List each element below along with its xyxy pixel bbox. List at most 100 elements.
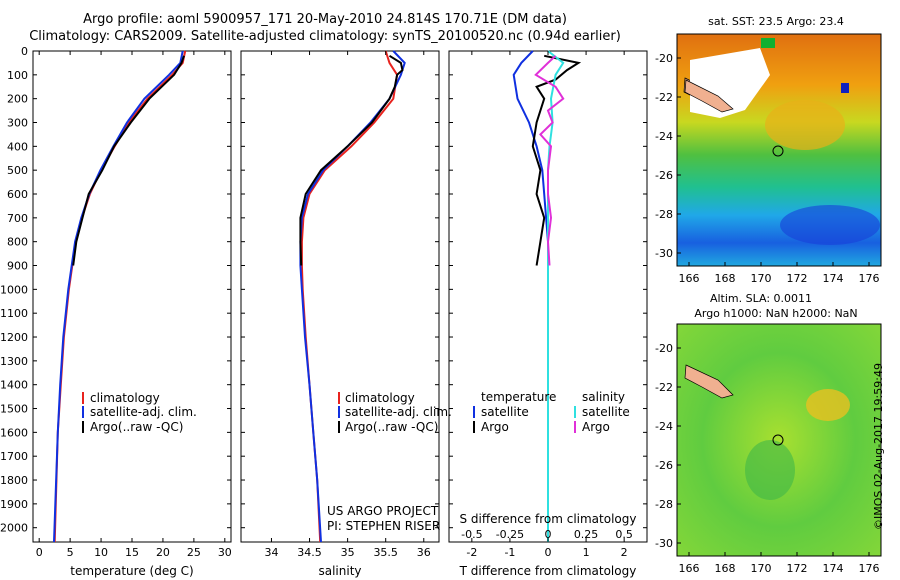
series-line-satellite-adj-clim- xyxy=(53,50,184,543)
sst-map-frame xyxy=(676,33,882,267)
map-lat-tick-label: -26 xyxy=(655,169,673,182)
legend-label-climatology: climatology xyxy=(345,391,415,405)
mask-patch xyxy=(761,38,775,48)
depth-tick-label: 600 xyxy=(7,188,28,201)
sla-map-frame xyxy=(676,323,882,557)
map-lon-tick-label: 172 xyxy=(787,562,808,575)
chart-title-line1: Argo profile: aoml 5900957_171 20-May-20… xyxy=(83,12,567,27)
depth-tick-label: 500 xyxy=(7,164,28,177)
depth-tick-label: 1900 xyxy=(0,498,28,511)
s-diff-tick-label: 0 xyxy=(545,528,552,541)
depth-tick-label: 300 xyxy=(7,117,28,130)
series-line-temperature-satellite xyxy=(512,50,549,542)
map-lon-tick-label: 176 xyxy=(859,272,880,285)
map-lon-tick-label: 172 xyxy=(787,272,808,285)
map-lat-tick-label: -22 xyxy=(655,91,673,104)
depth-tick-label: 0 xyxy=(21,45,28,58)
depth-tick-label: 1200 xyxy=(0,331,28,344)
s-diff-tick-label: -0.5 xyxy=(461,528,482,541)
map-lat-tick-label: -24 xyxy=(655,420,673,433)
x-tick-labels: 0 5 10 15 20 25 30 34 34.5 35 35.5 36 -2 -1 0 1 2 xyxy=(36,51,628,559)
x-tick-label: 1 xyxy=(583,546,590,559)
series-line-satellite-adj-clim- xyxy=(299,50,406,543)
map-lat-tick-label: -22 xyxy=(655,381,673,394)
temperature-series-group xyxy=(53,50,187,543)
map-lat-tick-label: -26 xyxy=(655,459,673,472)
x-tick-label: 0 xyxy=(545,546,552,559)
legend-label-climatology: climatology xyxy=(90,391,160,405)
salinity-series-group xyxy=(299,50,406,543)
series-line-climatology xyxy=(53,50,187,543)
map-lon-tick-label: 174 xyxy=(823,562,844,575)
diff-xlabel-t: T difference from climatology xyxy=(459,564,637,578)
x-tick-label: 5 xyxy=(67,546,74,559)
legend-title-temperature: temperature xyxy=(481,390,556,404)
x-tick-label: 25 xyxy=(187,546,201,559)
sla-map xyxy=(676,323,882,557)
depth-tick-label: 1100 xyxy=(0,307,28,320)
depth-tick-label: 800 xyxy=(7,236,28,249)
land-mass xyxy=(684,79,734,113)
x-tick-label: -1 xyxy=(504,546,515,559)
map-lon-tick-label: 166 xyxy=(679,272,700,285)
legend-label-s-satellite: satellite xyxy=(582,405,630,419)
map-lon-tick-label: 170 xyxy=(751,562,772,575)
legend-label-s-argo: Argo xyxy=(582,420,610,434)
salinity-legend: climatology satellite-adj. clim. Argo(..… xyxy=(338,391,452,434)
salinity-panel-frame xyxy=(240,50,440,543)
map-lat-tick-label: -30 xyxy=(655,537,673,550)
sla-map-title-line1: Altim. SLA: 0.0011 xyxy=(710,292,812,305)
map-lat-tick-label: -24 xyxy=(655,130,673,143)
depth-tick-label: 1000 xyxy=(0,283,28,296)
sla-map-ticks: 166 168 170 172 174 176 -20 -22 -24 -26 -28 -30 xyxy=(655,342,879,575)
x-tick-label: 20 xyxy=(156,546,170,559)
sst-warm-patch xyxy=(765,100,845,150)
depth-tick-label: 1500 xyxy=(0,403,28,416)
difference-series-group xyxy=(512,50,582,542)
x-tick-label: 34 xyxy=(264,546,278,559)
series-line-argo-raw-qc- xyxy=(72,55,185,266)
sst-map-ticks: 166 168 170 172 174 176 -20 -22 -24 -26 -28 -30 xyxy=(655,52,879,285)
x-tick-label: 2 xyxy=(621,546,628,559)
sla-map-title-line2: Argo h1000: NaN h2000: NaN xyxy=(694,307,857,320)
mask-patch xyxy=(841,83,849,93)
difference-legend: temperature salinity satellite Argo sate… xyxy=(473,390,630,434)
argo-position-marker xyxy=(772,434,784,446)
legend-label-satellite: satellite-adj. clim. xyxy=(90,405,197,419)
map-lon-tick-label: 174 xyxy=(823,272,844,285)
depth-tick-label: 1400 xyxy=(0,379,28,392)
imos-watermark: ©IMOS 02-Aug-2017 19:59:49 xyxy=(872,363,885,530)
salinity-diff-tick-labels: -0.5 -0.25 0 0.25 0.5 xyxy=(461,528,633,541)
x-tick-label: 35 xyxy=(341,546,355,559)
depth-tick-label: 1300 xyxy=(0,355,28,368)
map-lon-tick-label: 168 xyxy=(715,272,736,285)
map-lat-tick-label: -20 xyxy=(655,342,673,355)
map-lon-tick-label: 168 xyxy=(715,562,736,575)
depth-tick-label: 1800 xyxy=(0,474,28,487)
depth-tick-label: 200 xyxy=(7,93,28,106)
legend-label-argo: Argo(..raw -QC) xyxy=(345,420,438,434)
map-lat-tick-label: -28 xyxy=(655,498,673,511)
depth-tick-label: 100 xyxy=(7,69,28,82)
depth-tick-label: 1600 xyxy=(0,426,28,439)
depth-tick-label: 900 xyxy=(7,260,28,273)
x-tick-label: -2 xyxy=(466,546,477,559)
x-tick-label: 10 xyxy=(94,546,108,559)
map-lat-tick-label: -20 xyxy=(655,52,673,65)
x-tick-label: 0 xyxy=(36,546,43,559)
argo-position-marker xyxy=(772,145,784,157)
legend-label-argo: Argo(..raw -QC) xyxy=(90,420,183,434)
x-tick-label: 30 xyxy=(218,546,232,559)
s-diff-tick-label: 0.25 xyxy=(574,528,599,541)
map-lat-tick-label: -28 xyxy=(655,208,673,221)
map-lat-tick-label: -30 xyxy=(655,247,673,260)
legend-title-salinity: salinity xyxy=(582,390,625,404)
map-lon-tick-label: 176 xyxy=(859,562,880,575)
map-lon-tick-label: 170 xyxy=(751,272,772,285)
temperature-xlabel: temperature (deg C) xyxy=(70,564,193,578)
sst-cool-patch xyxy=(780,205,880,245)
series-line-salinity-argo xyxy=(534,55,565,266)
x-tick-label: 15 xyxy=(125,546,139,559)
project-annotation-line1: US ARGO PROJECT xyxy=(327,504,439,518)
